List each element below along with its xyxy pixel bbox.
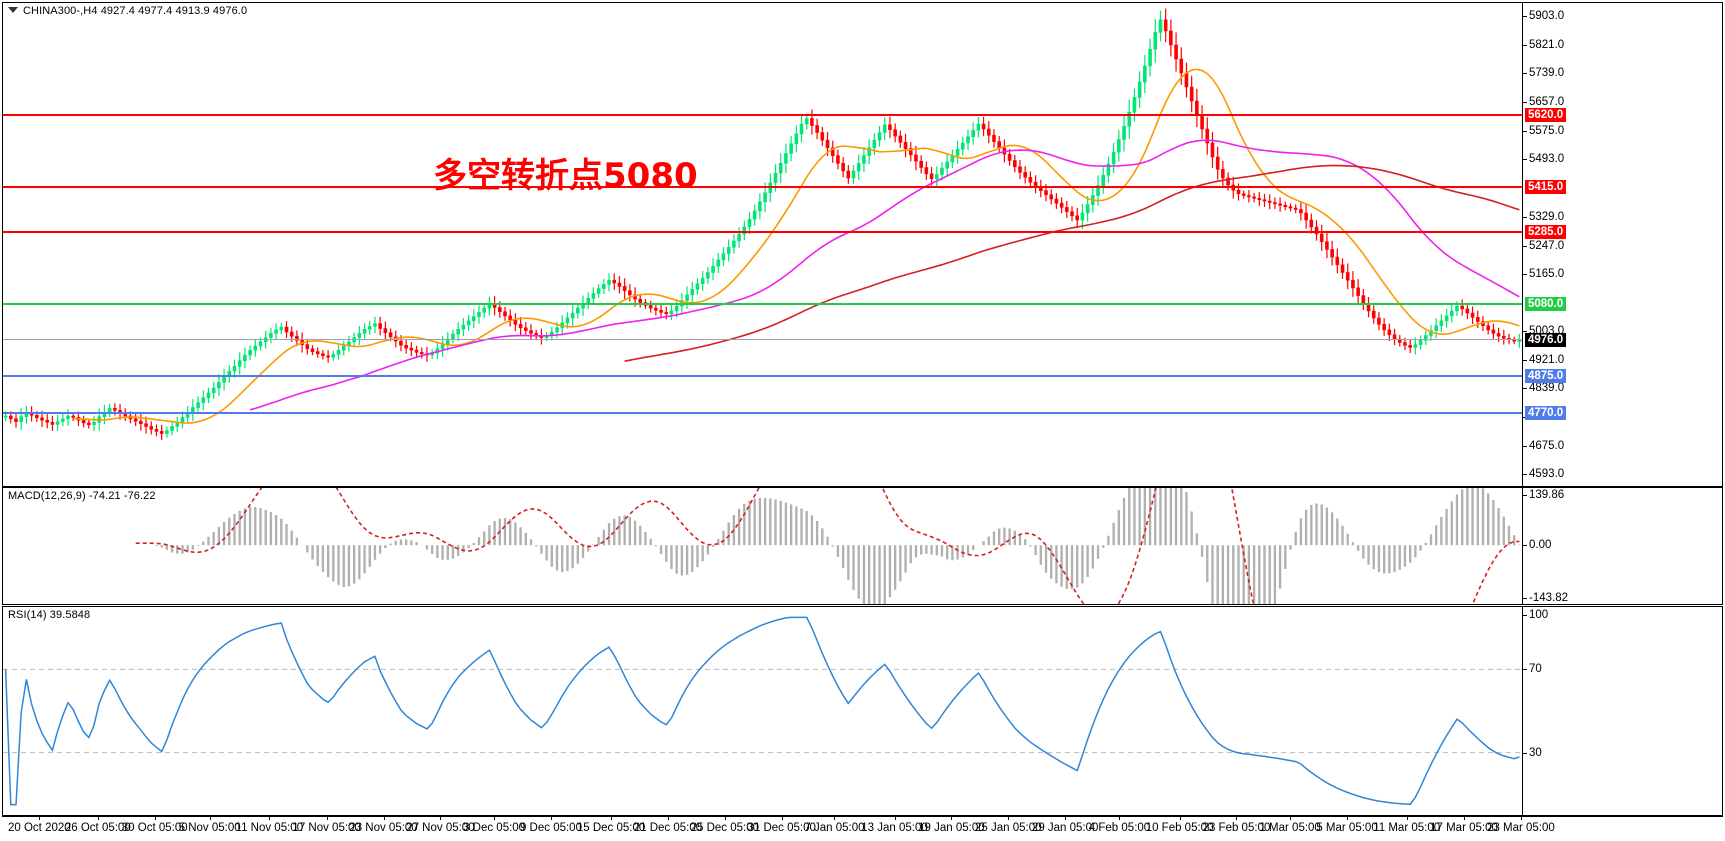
symbol-header: CHINA300-,H4 4927.4 4977.4 4913.9 4976.0 xyxy=(8,5,247,17)
time-axis-label: 3 Dec 05:00 xyxy=(463,816,525,834)
time-axis-label: 1 Mar 05:00 xyxy=(1259,816,1321,834)
rsi-header: RSI(14) 39.5848 xyxy=(8,609,91,621)
time-axis-label: 25 Dec 05:00 xyxy=(691,816,759,834)
time-axis-label: 5 Nov 05:00 xyxy=(179,816,241,834)
time-axis-label: 21 Dec 05:00 xyxy=(634,816,702,834)
price-tick: 5821.0 xyxy=(1523,39,1564,51)
price-tick: 5575.0 xyxy=(1523,125,1564,137)
time-axis-label: 23 Mar 05:00 xyxy=(1487,816,1555,834)
macd-tick: -143.82 xyxy=(1523,592,1568,604)
time-axis-label: 30 Oct 05:00 xyxy=(122,816,188,834)
time-axis-label: 19 Jan 05:00 xyxy=(918,816,985,834)
level-line-5415[interactable] xyxy=(3,185,1522,188)
price-tick: 5739.0 xyxy=(1523,67,1564,79)
price-candles-svg xyxy=(3,8,1522,441)
macd-series-svg xyxy=(135,488,1521,604)
price-tag-5620-0[interactable]: 5620.0 xyxy=(1525,108,1567,122)
time-axis-label: 23 Feb 05:00 xyxy=(1203,816,1270,834)
macd-panel[interactable]: MACD(12,26,9) -74.21 -76.22 139.86 0.00 -1… xyxy=(2,487,1723,605)
time-axis-label: 11 Mar 05:00 xyxy=(1373,816,1440,834)
macd-plot-area[interactable] xyxy=(3,488,1522,604)
time-axis-label: 26 Oct 05:00 xyxy=(65,816,131,834)
rsi-axis[interactable]: 100 70 30 xyxy=(1522,607,1722,815)
price-tick: 4593.0 xyxy=(1523,468,1564,480)
collapse-triangle-icon[interactable] xyxy=(8,7,18,14)
time-axis-label: 17 Mar 05:00 xyxy=(1430,816,1498,834)
time-axis-label: 27 Nov 05:00 xyxy=(406,816,475,834)
price-tick: 5903.0 xyxy=(1523,10,1564,22)
macd-axis[interactable]: 139.86 0.00 -143.82 xyxy=(1522,488,1722,604)
level-line-4770[interactable] xyxy=(3,411,1522,414)
price-tick: 4921.0 xyxy=(1523,354,1564,366)
price-tag-4770-0[interactable]: 4770.0 xyxy=(1525,405,1567,420)
price-tick: 4675.0 xyxy=(1523,440,1564,452)
time-axis-label: 4 Feb 05:00 xyxy=(1089,816,1150,834)
rsi-panel[interactable]: RSI(14) 39.5848 100 70 30 xyxy=(2,606,1723,816)
macd-tick: 139.86 xyxy=(1523,489,1564,501)
time-axis-label: 29 Jan 05:00 xyxy=(1032,816,1098,834)
time-axis-label: 23 Nov 05:00 xyxy=(349,816,418,834)
price-tag-4875-0[interactable]: 4875.0 xyxy=(1525,368,1567,383)
rsi-tick: 30 xyxy=(1523,747,1542,759)
main-price-panel[interactable]: 多空转折点5080 CHINA300-,H4 4927.4 4977.4 491… xyxy=(2,2,1723,487)
chart-annotation-text: 多空转折点5080 xyxy=(433,156,698,196)
rsi-tick: 70 xyxy=(1523,663,1542,675)
time-axis-label: 20 Oct 2020 xyxy=(8,816,71,834)
last-price-line xyxy=(3,339,1522,341)
price-plot-area[interactable]: 多空转折点5080 xyxy=(3,3,1522,486)
macd-tick: 0.00 xyxy=(1523,539,1551,551)
time-axis-label: 17 Nov 05:00 xyxy=(292,816,361,834)
time-axis-label: 7 Jan 05:00 xyxy=(804,816,864,834)
level-line-5620[interactable] xyxy=(3,114,1522,116)
price-tag-5080-0[interactable]: 5080.0 xyxy=(1525,297,1567,311)
price-tag-5415-0[interactable]: 5415.0 xyxy=(1525,179,1567,194)
level-line-5285[interactable] xyxy=(3,231,1522,234)
price-tick: 5329.0 xyxy=(1523,211,1564,223)
time-axis-label: 9 Dec 05:00 xyxy=(520,816,582,834)
rsi-plot-area[interactable] xyxy=(3,607,1522,815)
time-axis-label: 11 Nov 05:00 xyxy=(236,816,303,834)
time-axis-label: 13 Jan 05:00 xyxy=(861,816,928,834)
price-tick: 5247.0 xyxy=(1523,240,1564,252)
price-tick: 4839.0 xyxy=(1523,382,1564,394)
price-tag-4976-0[interactable]: 4976.0 xyxy=(1525,333,1567,348)
time-axis-label: 31 Dec 05:00 xyxy=(748,816,816,834)
time-axis-label: 5 Mar 05:00 xyxy=(1316,816,1378,834)
rsi-tick: 100 xyxy=(1523,609,1548,621)
time-axis-label: 15 Dec 05:00 xyxy=(577,816,645,834)
level-line-4875[interactable] xyxy=(3,374,1522,377)
symbol-header-text: CHINA300-,H4 4927.4 4977.4 4913.9 4976.0 xyxy=(23,5,248,17)
time-axis[interactable]: 20 Oct 2020 26 Oct 05:00 30 Oct 05:00 5 Nov… xyxy=(2,816,1723,840)
price-tick: 5493.0 xyxy=(1523,153,1564,165)
price-tick: 5165.0 xyxy=(1523,268,1564,280)
macd-header: MACD(12,26,9) -74.21 -76.22 xyxy=(8,490,156,502)
price-tag-5285-0[interactable]: 5285.0 xyxy=(1525,225,1567,240)
price-tick: 5657.0 xyxy=(1523,96,1564,108)
price-axis[interactable]: 5903.0 5821.0 5739.0 5657.0 5575.0 5493.0 5329… xyxy=(1522,3,1722,486)
rsi-series-svg xyxy=(3,616,1522,806)
time-axis-label: 10 Feb 05:00 xyxy=(1146,816,1213,834)
level-line-5080[interactable] xyxy=(3,303,1522,305)
time-axis-label: 25 Jan 05:00 xyxy=(975,816,1042,834)
